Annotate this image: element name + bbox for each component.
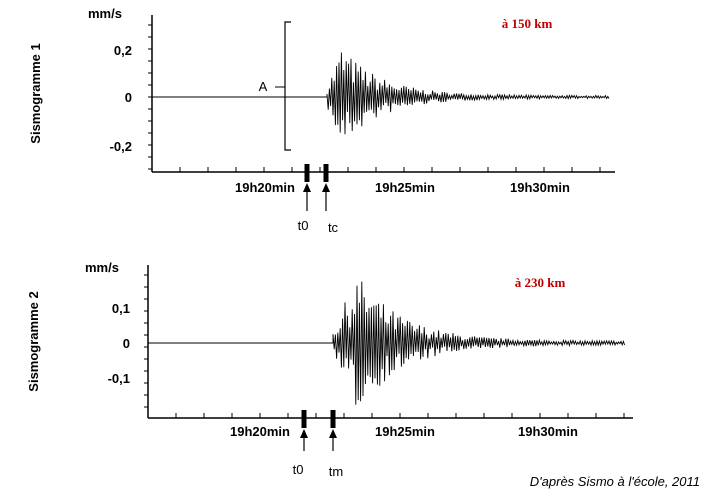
seismogram-title: Sismogramme 2 <box>26 291 41 391</box>
amplitude-bracket <box>284 21 291 151</box>
distance: à 150 km <box>502 16 553 31</box>
unit: mm/s <box>88 6 122 21</box>
arrow-head <box>322 183 330 192</box>
arrow-head <box>329 429 337 438</box>
distance: à 230 km <box>515 275 566 290</box>
time-marker <box>301 410 307 428</box>
y-tick-label: -0,1 <box>108 371 130 386</box>
marker-label: t0 <box>298 218 309 233</box>
y-tick-label: 0,2 <box>114 43 132 58</box>
y-tick-label: 0 <box>125 90 132 105</box>
trace <box>326 52 610 135</box>
amplitude-label: A <box>259 79 268 94</box>
marker-label: tc <box>328 220 339 235</box>
source: D'après Sismo à l'école, 2011 <box>530 474 700 489</box>
time-marker <box>330 410 336 428</box>
arrow-head <box>300 429 308 438</box>
unit: mm/s <box>85 260 119 275</box>
time-marker <box>323 164 329 182</box>
seismogram-title: Sismogramme 1 <box>28 43 43 143</box>
trace <box>332 281 626 405</box>
x-tick-label: 19h20min <box>235 180 295 195</box>
x-tick-label: 19h20min <box>230 424 290 439</box>
marker-label: tm <box>329 464 343 479</box>
x-tick-label: 19h25min <box>375 180 435 195</box>
seismograms: mm/s 0,2 0 -0,2 19h20min 19h25min 19h30min à 15… <box>26 6 633 479</box>
y-tick-label: -0,2 <box>110 139 132 154</box>
x-tick-label: 19h25min <box>375 424 435 439</box>
time-marker <box>304 164 310 182</box>
y-tick-label: 0,1 <box>112 301 130 316</box>
arrow-head <box>303 183 311 192</box>
marker-label: t0 <box>293 462 304 477</box>
x-tick-label: 19h30min <box>518 424 578 439</box>
x-tick-label: 19h30min <box>510 180 570 195</box>
y-tick-label: 0 <box>123 336 130 351</box>
